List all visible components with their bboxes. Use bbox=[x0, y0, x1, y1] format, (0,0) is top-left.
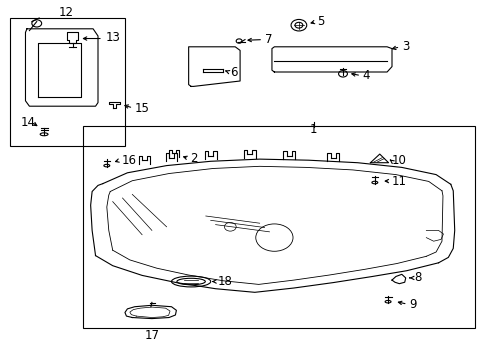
Text: 6: 6 bbox=[230, 66, 238, 78]
Text: 13: 13 bbox=[105, 31, 120, 44]
Text: 7: 7 bbox=[265, 33, 272, 46]
Text: 5: 5 bbox=[318, 15, 325, 28]
Text: 4: 4 bbox=[363, 69, 370, 82]
Text: 12: 12 bbox=[59, 6, 74, 19]
Bar bbox=[10, 18, 125, 146]
Text: 8: 8 bbox=[414, 271, 421, 284]
Text: 9: 9 bbox=[409, 298, 416, 311]
Text: 17: 17 bbox=[145, 329, 159, 342]
Text: 11: 11 bbox=[392, 175, 407, 188]
Text: 18: 18 bbox=[218, 275, 233, 288]
Bar bbox=[83, 126, 475, 328]
Text: 14: 14 bbox=[21, 116, 36, 129]
Text: 2: 2 bbox=[190, 152, 197, 165]
Text: 1: 1 bbox=[310, 123, 318, 136]
Text: 15: 15 bbox=[135, 102, 149, 114]
Text: 16: 16 bbox=[122, 154, 137, 167]
Text: 10: 10 bbox=[392, 154, 407, 167]
Text: 3: 3 bbox=[402, 40, 409, 53]
